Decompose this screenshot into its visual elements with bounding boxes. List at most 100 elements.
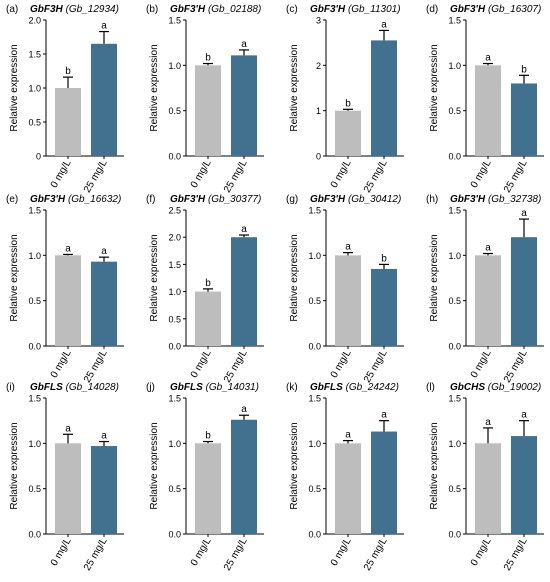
x-tick-label: 0 mg/L: [469, 536, 494, 568]
y-tick-label: 1.5: [28, 394, 41, 404]
panel-title: GbFLS (Gb_24242): [310, 382, 399, 393]
significance-letter: a: [101, 21, 107, 32]
panel-a: (a) GbF3H (Gb_12934)Relative expression00…: [6, 4, 124, 195]
y-tick-label: 1.5: [308, 394, 321, 404]
significance-letter: b: [345, 98, 351, 109]
significance-letter: a: [485, 417, 491, 428]
y-axis-label: Relative expression: [289, 234, 300, 321]
panel-title: GbF3'H (Gb_16632): [30, 194, 121, 205]
panel-b: (b) GbF3'H (Gb_02188) Relative expression 0…: [146, 4, 264, 195]
panel-label: (c): [286, 4, 298, 15]
y-tick-label: 0.0: [448, 530, 461, 540]
panel-label: (k): [286, 382, 298, 393]
bar-control: [475, 65, 501, 156]
bar-control: [335, 255, 361, 346]
x-tick-label: 0 mg/L: [469, 158, 494, 190]
panel-l: (l) GbCHS (Gb_19002) Relative expression 0.…: [426, 382, 544, 573]
y-tick-label: 0.5: [308, 484, 321, 494]
x-tick-label: 25 mg/L: [502, 536, 530, 573]
panel-title: GbF3'H (Gb_11301): [310, 4, 401, 15]
x-tick-label: 0 mg/L: [49, 348, 74, 380]
significance-letter: a: [485, 53, 491, 64]
panel-d: (d) GbF3'H (Gb_16307) Relative expression 0…: [426, 4, 544, 195]
bar-control: [195, 65, 221, 156]
significance-letter: a: [381, 410, 387, 421]
y-axis-label: Relative expression: [149, 44, 160, 131]
significance-letter: b: [205, 278, 211, 289]
y-tick-label: 1.0: [308, 439, 321, 449]
y-tick-label: 0.5: [28, 296, 41, 306]
bar-treatment: [371, 40, 397, 156]
significance-letter: b: [65, 66, 71, 77]
panel-label: (f): [146, 194, 155, 205]
x-tick-label: 25 mg/L: [222, 158, 250, 195]
y-tick-label: 0.0: [308, 530, 321, 540]
panel-label: (h): [426, 194, 438, 205]
panel-title: GbCHS (Gb_19002): [450, 382, 541, 393]
y-axis-label: Relative expression: [429, 44, 440, 131]
y-tick-label: 2.0: [168, 233, 181, 243]
y-tick-label: 1.0: [28, 251, 41, 261]
y-tick-label: 0.5: [28, 118, 41, 128]
significance-letter: a: [65, 243, 71, 254]
y-tick-label: 1.5: [448, 206, 461, 216]
y-tick-label: 0.5: [168, 484, 181, 494]
panel-h: (h) GbF3'H (Gb_32738) Relative expression 0…: [426, 194, 544, 385]
significance-letter: a: [241, 404, 247, 415]
significance-letter: b: [205, 431, 211, 442]
x-tick-label: 0 mg/L: [329, 348, 354, 380]
y-tick-label: 0.0: [168, 342, 181, 352]
bar-treatment: [231, 237, 257, 346]
y-axis-label: Relative expression: [9, 44, 20, 131]
x-tick-label: 0 mg/L: [49, 158, 74, 190]
y-tick-label: 0.5: [168, 314, 181, 324]
panel-c: (c) GbF3'H (Gb_11301) Relative expression 0…: [286, 4, 404, 195]
y-tick-label: 1: [316, 106, 321, 116]
y-tick-label: 3: [316, 16, 321, 26]
y-tick-label: 0.0: [308, 342, 321, 352]
y-tick-label: 0.0: [28, 342, 41, 352]
bar-treatment: [371, 268, 397, 346]
y-tick-label: 2: [316, 61, 321, 71]
x-tick-label: 0 mg/L: [189, 536, 214, 568]
significance-letter: a: [65, 423, 71, 434]
y-tick-label: 0.0: [448, 342, 461, 352]
y-tick-label: 1.5: [28, 50, 41, 60]
bar-control: [55, 443, 81, 534]
x-tick-label: 25 mg/L: [362, 536, 390, 573]
y-tick-label: 1.0: [308, 251, 321, 261]
x-tick-label: 25 mg/L: [222, 348, 250, 385]
y-axis-label: Relative expression: [149, 422, 160, 509]
bar-control: [195, 443, 221, 534]
y-tick-label: 2.0: [28, 16, 41, 26]
bar-treatment: [91, 446, 117, 534]
significance-letter: a: [101, 431, 107, 442]
y-tick-label: 0.5: [168, 106, 181, 116]
significance-letter: a: [345, 242, 351, 253]
y-axis-label: Relative expression: [9, 422, 20, 509]
x-tick-label: 25 mg/L: [82, 158, 110, 195]
panel-i: (i) GbFLS (Gb_14028) Relative expression 0.…: [6, 382, 124, 573]
y-axis-label: Relative expression: [289, 44, 300, 131]
x-tick-label: 0 mg/L: [49, 536, 74, 568]
significance-letter: a: [521, 208, 527, 219]
y-tick-label: 0.0: [168, 530, 181, 540]
y-tick-label: 1.0: [168, 287, 181, 297]
panel-label: (l): [426, 382, 435, 393]
bar-treatment: [511, 83, 537, 156]
bar-treatment: [511, 237, 537, 346]
x-tick-label: 25 mg/L: [502, 348, 530, 385]
y-tick-label: 0.5: [448, 296, 461, 306]
y-tick-label: 0.5: [448, 484, 461, 494]
x-tick-label: 0 mg/L: [329, 536, 354, 568]
panel-g: (g) GbF3'H (Gb_30412) Relative expression 0…: [286, 194, 404, 385]
bar-treatment: [91, 261, 117, 346]
bar-treatment: [91, 43, 117, 156]
significance-letter: a: [241, 224, 247, 235]
significance-letter: b: [381, 253, 387, 264]
bar-treatment: [511, 436, 537, 534]
panel-title: GbF3'H (Gb_32738): [450, 194, 541, 205]
y-tick-label: 1.5: [308, 206, 321, 216]
panel-label: (g): [286, 194, 298, 205]
panel-title: GbFLS (Gb_14028): [30, 382, 119, 393]
